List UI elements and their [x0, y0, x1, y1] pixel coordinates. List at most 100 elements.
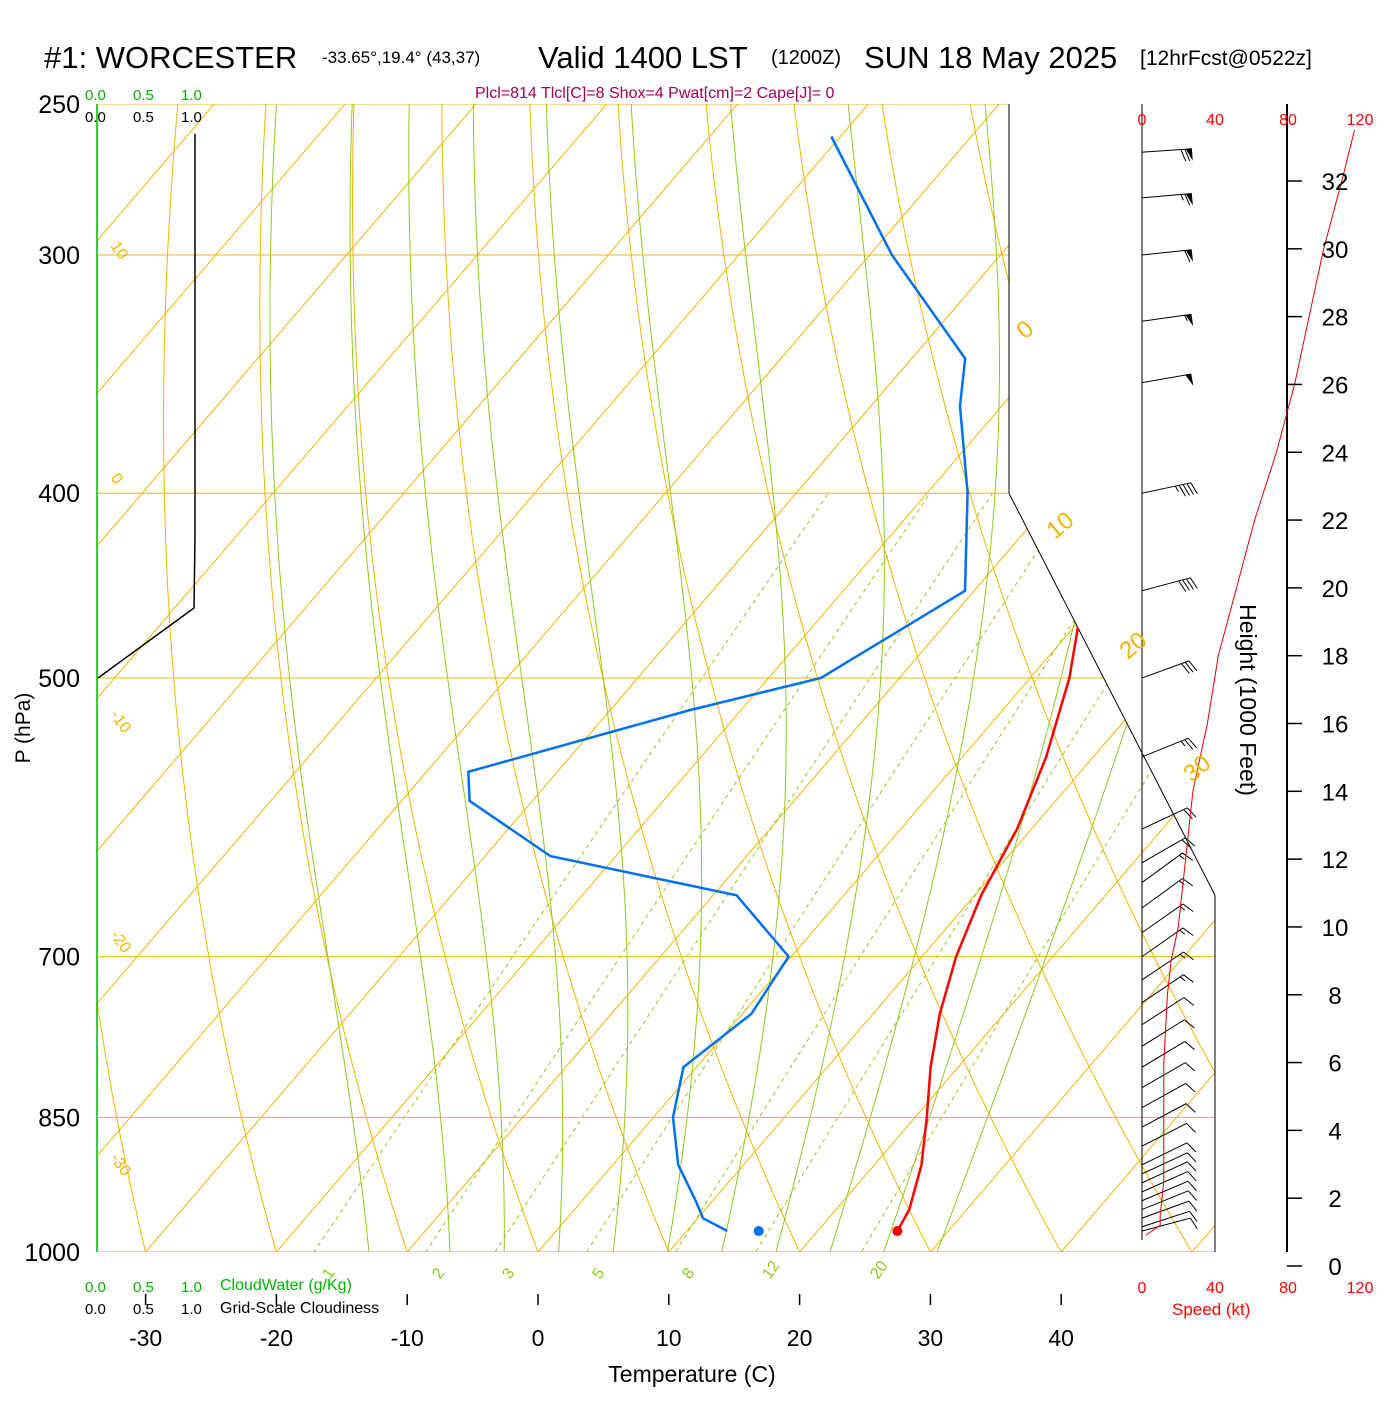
plot-frame	[96, 104, 1288, 1252]
isotherm-line	[97, 104, 375, 1252]
wind-barb-staff	[1141, 1217, 1191, 1232]
isotherm-label: 10	[1042, 507, 1080, 545]
temperature-tick-label: -30	[129, 1325, 162, 1351]
dry-adiabat-line	[441, 104, 687, 1252]
temperature-tick-label: 0	[532, 1325, 545, 1351]
dry-adiabat-line	[163, 104, 289, 1252]
dry-adiabat-label: -30	[107, 1151, 134, 1180]
wind-barb-staff	[1141, 852, 1183, 883]
wind-barb	[1141, 1180, 1197, 1202]
wind-barb-half-feather	[1179, 929, 1186, 935]
isotherm-label: 20	[1115, 627, 1153, 665]
height-tick-label: 2	[1328, 1186, 1341, 1213]
moist-adiabat-line	[712, 104, 787, 1252]
speed-bottom-tick-2: 80	[1279, 1280, 1297, 1297]
wind-barb-staff	[1141, 997, 1185, 1026]
temperature-tick-label: 40	[1048, 1325, 1074, 1351]
wind-barb-feather	[1187, 1190, 1197, 1201]
wind-barb-staff	[1141, 1180, 1189, 1202]
wind-barb	[1141, 373, 1194, 386]
wind-barb-feather	[1188, 660, 1198, 672]
wind-barb	[1141, 974, 1194, 1004]
speed-profile	[1145, 129, 1355, 1236]
isotherm-line	[764, 104, 1215, 1252]
wind-barb-feather	[1184, 837, 1196, 847]
height-tick-label: 32	[1322, 169, 1349, 196]
cloudiness-bottom-tick-1: 0.5	[133, 1301, 154, 1318]
surface-temperature-marker	[892, 1226, 903, 1237]
cloudwater-top-tick-2: 1.0	[181, 87, 202, 104]
wind-barb-staff	[1141, 1152, 1188, 1175]
wind-barb	[1141, 927, 1194, 958]
speed-top-tick-3: 120	[1347, 112, 1374, 129]
dry-adiabat-label: 10	[107, 239, 131, 263]
dry-adiabat-line	[789, 104, 1215, 1252]
height-tick-label: 30	[1322, 237, 1349, 264]
dry-adiabat-line	[1137, 104, 1215, 1252]
cloudiness-profile	[97, 134, 196, 679]
wind-barb-staff	[1141, 951, 1184, 981]
wind-barb-feather	[1183, 997, 1195, 1006]
wind-barb-feather	[1184, 1062, 1196, 1072]
moist-adiabat-line	[349, 104, 452, 1252]
mixing-ratio-label: 12	[759, 1258, 783, 1282]
wind-barb-feather	[1183, 974, 1194, 983]
isotherm-line	[241, 104, 1215, 1252]
mixing-ratio-label: 5	[589, 1265, 608, 1282]
wind-barb	[1141, 577, 1198, 592]
moist-adiabat-line	[921, 104, 1215, 1252]
height-tick-label: 8	[1328, 983, 1341, 1010]
wind-barb	[1141, 1142, 1197, 1166]
cloudwater-bottom-tick-2: 1.0	[181, 1279, 202, 1296]
dry-adiabat-line	[259, 104, 422, 1252]
frame-right-slant	[1008, 492, 1216, 896]
wind-barb-half-feather	[1179, 976, 1186, 982]
wind-barb-half-feather	[1178, 880, 1185, 885]
speed-profile-line	[1145, 129, 1355, 1236]
wind-barb-feather	[1184, 1019, 1195, 1029]
wind-barb-staff	[1141, 660, 1190, 679]
pressure-tick-label: 1000	[24, 1239, 80, 1267]
isotherm-line	[372, 104, 1215, 1252]
wind-barb-flag	[1185, 249, 1193, 262]
isotherm-line	[97, 104, 637, 1252]
wind-barb	[1141, 1217, 1198, 1232]
dry-adiabat-line	[702, 104, 1085, 1252]
wind-barb	[1141, 852, 1194, 883]
temperature-tick-label: -10	[391, 1325, 424, 1351]
speed-axis-label: Speed (kt)	[1172, 1300, 1250, 1319]
speed-top-tick-2: 80	[1279, 112, 1297, 129]
isotherm-line	[895, 104, 1215, 1252]
height-tick-label: 12	[1322, 847, 1349, 874]
cloudiness-top-tick-2: 1.0	[181, 109, 202, 126]
wind-barb-feather	[1181, 839, 1192, 849]
wind-barb-feather	[1184, 149, 1191, 162]
station-title: #1: WORCESTER	[44, 40, 297, 75]
wind-barb-flag	[1185, 148, 1193, 161]
wind-barb-staff	[1141, 807, 1188, 830]
wind-barb-half-feather	[1180, 740, 1186, 747]
dry-adiabat-label: -20	[107, 928, 134, 957]
wind-barb-feather	[1188, 1200, 1198, 1212]
wind-barb-feather	[1184, 193, 1191, 206]
wind-barb	[1141, 1171, 1197, 1193]
wind-barb-feather	[1182, 852, 1194, 861]
wind-barb	[1141, 997, 1195, 1026]
wind-barb-staff	[1141, 737, 1189, 758]
wind-barb	[1141, 1152, 1197, 1175]
temperature-tick-label: -20	[260, 1325, 293, 1351]
temperature-tick-label: 10	[656, 1325, 682, 1351]
wind-barb	[1141, 1161, 1197, 1184]
moist-adiabat-line	[545, 104, 629, 1252]
wind-barb	[1141, 660, 1198, 679]
wind-barb-feather	[1186, 1123, 1196, 1133]
cloudwater-axis-label: CloudWater (g/Kg)	[220, 1277, 352, 1294]
wind-barb-staff	[1141, 373, 1192, 384]
mixing-ratio-line	[730, 492, 1215, 1252]
cloudiness-bottom-tick-2: 1.0	[181, 1301, 202, 1318]
wind-barb-half-feather	[1184, 315, 1188, 322]
wind-barb-half-feather	[1174, 485, 1179, 492]
height-tick-label: 14	[1322, 779, 1349, 806]
height-tick-label: 20	[1322, 576, 1349, 603]
